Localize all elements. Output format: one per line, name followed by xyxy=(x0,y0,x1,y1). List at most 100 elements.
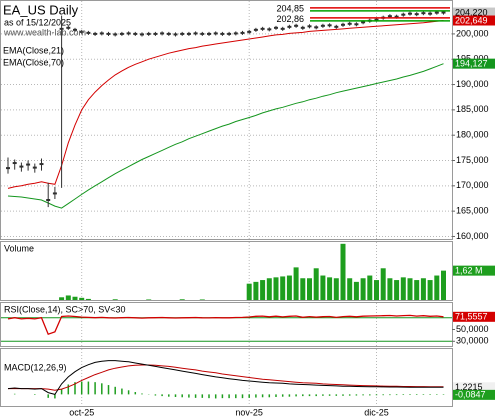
histogram-bar xyxy=(275,394,277,397)
histogram-bar xyxy=(402,394,405,396)
volume-bar xyxy=(374,280,379,300)
last-value-label: -0,0847 xyxy=(455,390,486,400)
last-value-label: 194,127 xyxy=(455,59,488,69)
level-label: 202,86 xyxy=(276,14,304,24)
histogram-bar xyxy=(375,394,378,396)
rsi-line xyxy=(7,314,444,336)
histogram-bar xyxy=(94,382,96,395)
histogram-bar xyxy=(315,394,317,397)
last-value-box xyxy=(453,311,495,322)
y-tick-label: 50,0000 xyxy=(456,324,489,334)
histogram-bar xyxy=(87,381,90,395)
histogram-bar xyxy=(47,394,49,398)
volume-bar xyxy=(367,275,373,300)
volume-bar xyxy=(434,275,440,300)
histogram-bar xyxy=(382,394,384,396)
volume-bar xyxy=(65,295,71,300)
signal-line xyxy=(8,364,444,391)
legend-entry: EMA(Close,70) xyxy=(3,57,64,67)
histogram-bar xyxy=(308,394,311,397)
volume-bar xyxy=(360,278,366,300)
histogram-bar xyxy=(127,390,130,395)
chart-title: EA_US Daily xyxy=(3,2,79,17)
volume-bar xyxy=(85,298,91,300)
histogram-bar xyxy=(201,394,204,398)
histogram-bar xyxy=(60,389,63,395)
histogram-bar xyxy=(295,394,297,397)
volume-bar xyxy=(253,281,259,300)
histogram-bar xyxy=(342,394,344,396)
volume-bar xyxy=(380,268,386,300)
histogram-bar xyxy=(168,394,170,397)
histogram-bar xyxy=(355,394,358,396)
histogram-bar xyxy=(429,394,431,395)
histogram-bar xyxy=(261,394,264,398)
volume-bar xyxy=(441,270,446,300)
histogram-bar xyxy=(67,384,70,395)
histogram-bar xyxy=(335,394,338,396)
histogram-bar xyxy=(268,394,271,398)
volume-bar xyxy=(286,275,292,300)
histogram-bar xyxy=(54,394,56,399)
histogram-bar xyxy=(134,392,137,395)
panel-label: RSI(Close,14), SC>70, SV<30 xyxy=(4,304,126,314)
histogram-bar xyxy=(362,394,364,396)
volume-bar xyxy=(199,299,205,300)
volume-bar xyxy=(300,278,306,300)
histogram-bar xyxy=(107,385,110,395)
volume-bar xyxy=(260,280,266,300)
x-tick-label: oct-25 xyxy=(69,407,94,417)
panel-label: MACD(12,26,9) xyxy=(4,362,67,372)
volume-bar xyxy=(146,299,152,300)
last-value-box xyxy=(453,15,495,26)
price-panel xyxy=(0,0,453,240)
macd-line xyxy=(7,360,444,395)
histogram-bar xyxy=(322,394,324,396)
volume-bar xyxy=(280,276,286,300)
volume-bar xyxy=(353,281,359,300)
level-label: 204,85 xyxy=(276,4,304,14)
y-tick-label: 180,000 xyxy=(456,130,489,140)
y-tick-label: 195,000 xyxy=(456,54,489,64)
volume-bar xyxy=(79,297,85,300)
volume-bar xyxy=(273,277,279,300)
histogram-bar xyxy=(436,394,438,395)
y-tick-label: 30,0000 xyxy=(456,336,489,346)
histogram-bar xyxy=(181,394,183,398)
last-value-box xyxy=(453,58,495,69)
histogram-bar xyxy=(235,394,237,399)
last-value-label: 71,5557 xyxy=(455,312,488,322)
histogram-bar xyxy=(328,394,331,396)
y-tick-label: 175,000 xyxy=(456,155,489,165)
last-value-box xyxy=(453,265,495,276)
histogram-bar xyxy=(188,394,190,398)
histogram-bar xyxy=(395,394,398,396)
volume-bar xyxy=(387,278,393,300)
histogram-bar xyxy=(255,394,257,398)
histogram-bar xyxy=(174,394,177,397)
y-tick-label: 200,000 xyxy=(456,28,489,38)
panel-label: Volume xyxy=(4,243,34,253)
histogram-bar xyxy=(154,394,157,396)
volume-bar xyxy=(347,278,353,300)
x-tick-label: dic-25 xyxy=(364,407,389,417)
ema-line xyxy=(7,20,444,189)
volume-bar xyxy=(112,299,118,300)
y-tick-label: 165,000 xyxy=(456,206,489,216)
volume-bar xyxy=(313,268,319,300)
last-value-box xyxy=(453,7,495,18)
histogram-bar xyxy=(288,394,291,397)
histogram-bar xyxy=(228,394,230,399)
volume-bar xyxy=(179,299,185,300)
histogram-bar xyxy=(114,386,116,395)
source: www.wealth-lab.com xyxy=(3,27,86,37)
volume-bar xyxy=(420,278,426,300)
volume-bar xyxy=(340,243,346,300)
histogram-bar xyxy=(241,394,244,399)
volume-bar xyxy=(293,267,299,300)
y-tick-label: 170,000 xyxy=(456,180,489,190)
histogram-bar xyxy=(348,394,351,396)
volume-bar xyxy=(333,278,339,300)
y-tick-label: 160,000 xyxy=(456,231,489,241)
